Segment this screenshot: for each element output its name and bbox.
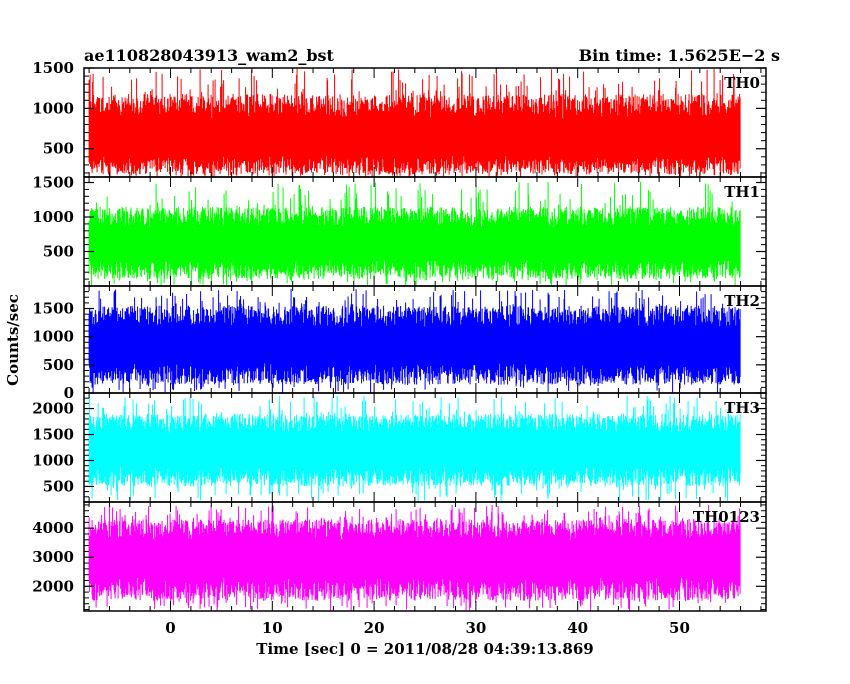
- panel-label-th0: TH0: [724, 74, 760, 92]
- y-tick-label: 1000: [32, 99, 74, 117]
- panel-label-th3: TH3: [724, 399, 760, 417]
- bin-time-label: Bin time: 1.5625E−2 s: [579, 46, 780, 65]
- panel-th1: 500 1000 1500 TH1: [32, 174, 767, 287]
- y-axis-title: Counts/sec: [4, 294, 22, 386]
- x-tick-label: 30: [465, 619, 486, 637]
- series-line-th3: [88, 395, 741, 502]
- y-tick-label: 4000: [32, 519, 74, 537]
- panel-frame: [83, 501, 767, 612]
- y-tick-label: 1500: [32, 300, 74, 318]
- y-tick-label: 2000: [32, 400, 74, 418]
- y-tick-label: 1500: [32, 59, 74, 77]
- y-tick-label: 0: [64, 384, 74, 402]
- series-line-th1: [88, 181, 741, 286]
- y-tick-label: 1000: [32, 328, 74, 346]
- x-tick-label: 10: [262, 619, 283, 637]
- series-line-th0: [88, 68, 741, 177]
- x-tick-label: 0: [165, 619, 175, 637]
- y-tick-label: 1000: [32, 451, 74, 469]
- y-tick-label: 500: [43, 477, 74, 495]
- panel-th0: 500 1000 1500 TH0: [32, 59, 767, 178]
- y-tick-label: 2000: [32, 577, 74, 595]
- series-line-th2: [88, 288, 741, 393]
- panel-label-th1: TH1: [724, 183, 760, 201]
- y-tick-label: 3000: [32, 548, 74, 566]
- y-tick-label: 500: [43, 243, 74, 261]
- y-tick-label: 1500: [32, 426, 74, 444]
- series-line-th0123: [88, 504, 741, 611]
- x-tick-label: 40: [567, 619, 588, 637]
- x-tick-label: 20: [364, 619, 385, 637]
- y-tick-label: 500: [43, 140, 74, 158]
- panel-label-th2: TH2: [724, 292, 760, 310]
- x-axis-title: Time [sec] 0 = 2011/08/28 04:39:13.869: [256, 640, 593, 658]
- y-tick-label: 1500: [32, 174, 74, 192]
- y-tick-label: 500: [43, 356, 74, 374]
- x-tick-label: 50: [669, 619, 690, 637]
- y-tick-label: 1000: [32, 208, 74, 226]
- panel-label-th0123: TH0123: [693, 508, 760, 526]
- chart-title: ae110828043913_wam2_bst: [84, 46, 335, 65]
- panels-layer: 50010001500TH050010001500TH1050010001500…: [32, 59, 767, 637]
- panel-th0123: 2000 3000 4000 TH0123: [32, 501, 767, 612]
